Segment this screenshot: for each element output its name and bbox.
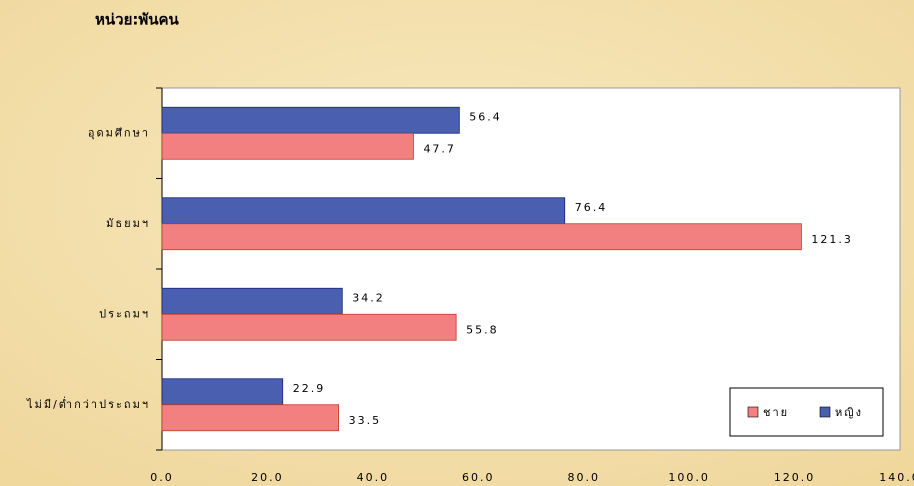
data-label: 76.4: [575, 201, 608, 214]
bar: [161, 132, 414, 160]
bar: [161, 287, 343, 315]
legend-swatch: [747, 406, 759, 418]
bar: [161, 223, 802, 251]
data-label: 34.2: [352, 291, 385, 304]
x-tick-label: 120.0: [774, 471, 816, 484]
y-tick-label: ประถมฯ: [99, 307, 150, 320]
bar: [161, 106, 460, 134]
x-tick-label: 40.0: [357, 471, 390, 484]
bar: [161, 404, 339, 432]
x-tick-label: 60.0: [462, 471, 495, 484]
legend-swatch: [819, 406, 831, 418]
bar: [161, 313, 457, 341]
data-label: 47.7: [423, 142, 456, 155]
x-tick-label: 80.0: [567, 471, 600, 484]
y-tick-label: ไม่มี/ต่ำกว่าประถมฯ: [26, 396, 150, 411]
data-label: 56.4: [469, 110, 502, 123]
data-label: 121.3: [811, 233, 853, 246]
chart-title: หน่วย:พันคน: [95, 11, 180, 29]
bar: [161, 197, 566, 225]
data-label: 55.8: [466, 323, 499, 336]
x-tick-label: 100.0: [668, 471, 710, 484]
data-label: 33.5: [349, 414, 382, 427]
legend-label: หญิง: [835, 406, 863, 419]
legend-label: ชาย: [763, 406, 789, 419]
y-tick-label: อุดมศึกษา: [88, 126, 150, 139]
x-tick-label: 20.0: [251, 471, 284, 484]
data-label: 22.9: [293, 382, 326, 395]
y-tick-label: มัธยมฯ: [106, 217, 150, 230]
x-tick-label: 0.0: [150, 471, 174, 484]
x-tick-label: 140.0: [879, 471, 914, 484]
bar: [161, 378, 284, 406]
